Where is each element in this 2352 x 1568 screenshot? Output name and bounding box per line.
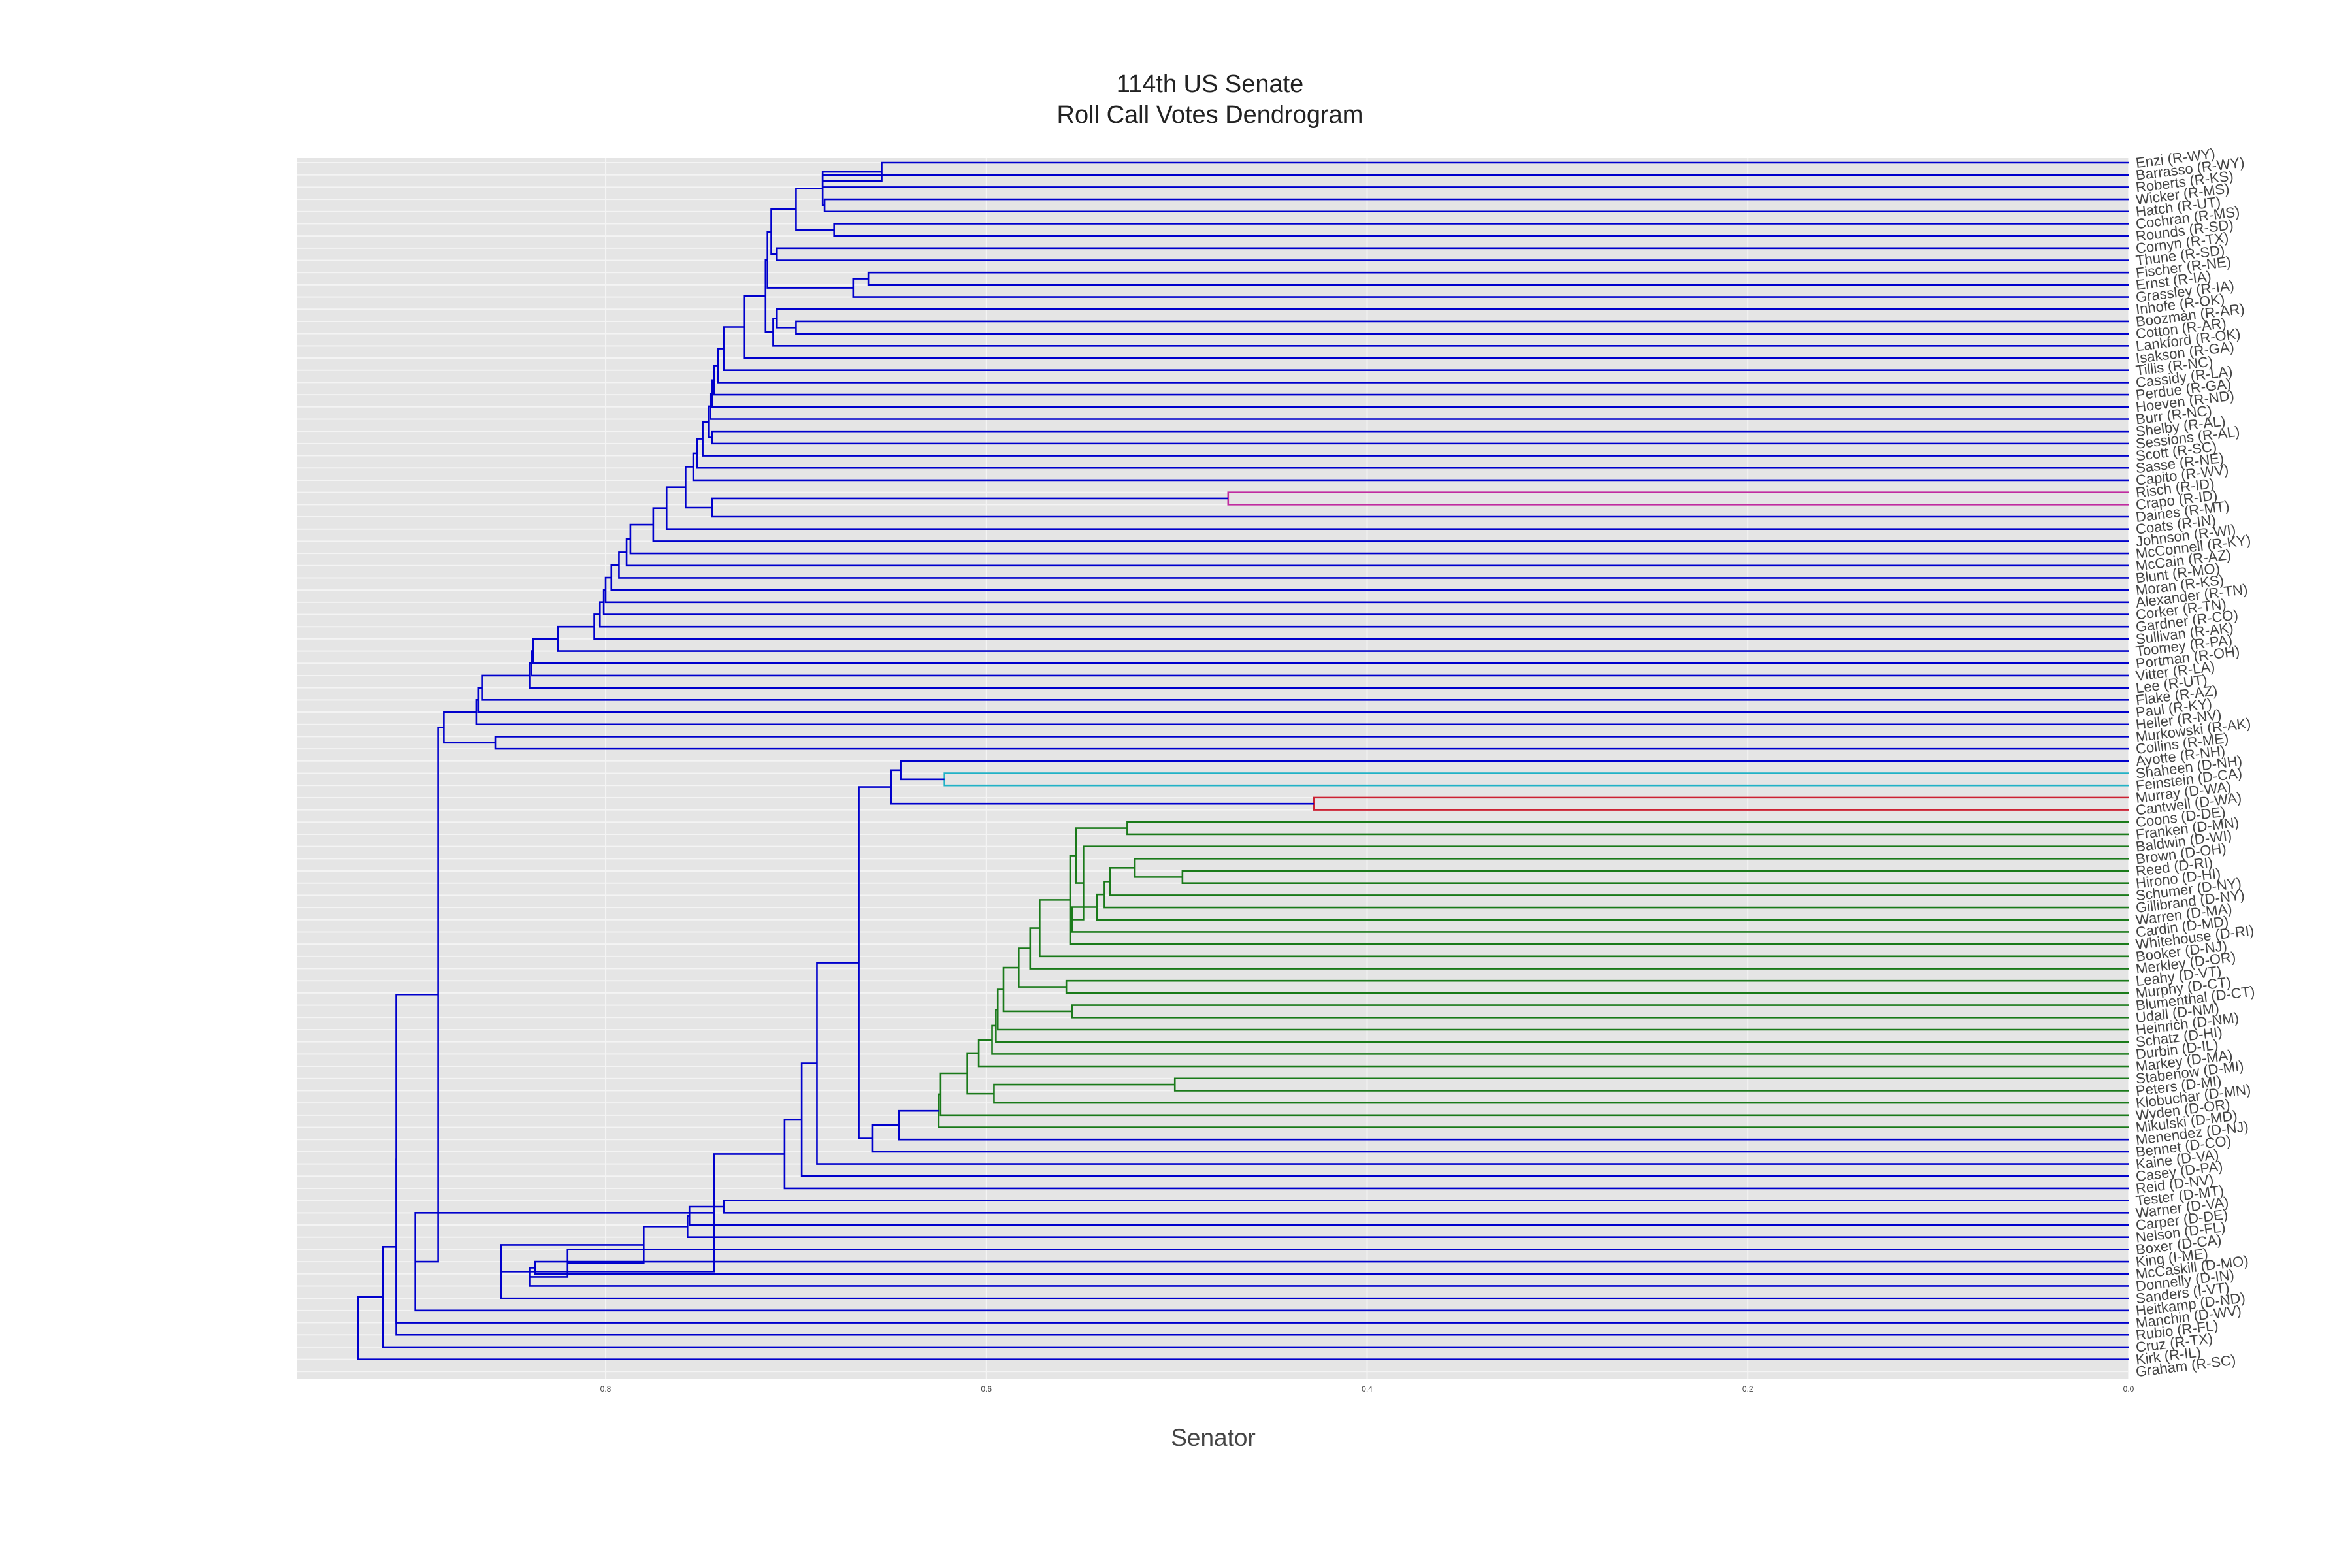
dendrogram-link (770, 208, 796, 255)
x-tick-label: 0.2 (1742, 1384, 1754, 1394)
dendrogram-link (898, 1109, 2129, 1141)
dendrogram-link (557, 625, 2129, 652)
dendrogram-link (477, 687, 2129, 713)
dendrogram-link (1071, 906, 2129, 933)
dendrogram-link (764, 259, 774, 333)
dendrogram-link (1071, 845, 2129, 921)
dendrogram-link (996, 988, 2129, 1031)
dendrogram-link (531, 650, 2129, 677)
dendrogram-link (858, 786, 892, 1139)
dendrogram-link (357, 1296, 2129, 1360)
dendrogram-link (939, 1072, 2129, 1117)
x-axis-ticks: 0.8 0.6 0.4 0.2 0.0 (600, 1384, 2134, 1394)
dendrogram-link (1109, 867, 2129, 896)
dendrogram-link (776, 247, 2129, 261)
dendrogram-link (652, 507, 2129, 542)
dendrogram-link (816, 962, 2129, 1165)
dendrogram-link (688, 1205, 2129, 1226)
dendrogram-link (618, 551, 2129, 579)
x-tick-label: 0.6 (981, 1384, 992, 1394)
dendrogram-link (1103, 881, 2129, 909)
dendrogram-link (395, 1158, 2129, 1336)
dendrogram-link (443, 711, 496, 744)
x-tick-label: 0.4 (1362, 1384, 1373, 1394)
dendrogram-link (625, 538, 2129, 567)
dendrogram-link (709, 393, 2129, 420)
dendrogram-link (966, 1052, 994, 1095)
dendrogram-link (593, 613, 2129, 640)
dendrogram-link (867, 271, 2129, 286)
dendrogram-link (776, 308, 2129, 329)
dendrogram-link (821, 171, 882, 206)
x-tick-label: 0.0 (2123, 1384, 2134, 1394)
dendrogram-link (795, 320, 2129, 335)
dendrogram-links (357, 161, 2129, 1360)
dendrogram-link (943, 772, 2129, 787)
dendrogram-link (1313, 796, 2129, 811)
chart-title-line-1: 114th US Senate (1117, 71, 1304, 98)
plot-panel (297, 158, 2129, 1379)
dendrogram-link (1227, 491, 2129, 506)
dendrogram-link (900, 760, 2129, 781)
dendrogram-link (1134, 858, 2129, 878)
dendrogram-link (1173, 1077, 2129, 1092)
x-tick-label: 0.8 (600, 1384, 612, 1394)
dendrogram-link (766, 231, 853, 289)
dendrogram-link (995, 1008, 2129, 1043)
dendrogram-link (604, 576, 2129, 604)
dendrogram-link (991, 1024, 2129, 1055)
dendrogram-link (833, 223, 2129, 237)
dendrogram-link (395, 993, 2129, 1324)
dendrogram-link (685, 466, 713, 509)
chart-title-line-2: Roll Call Votes Dendrogram (1057, 101, 1364, 129)
x-axis-label: Senator (1171, 1424, 1256, 1451)
dendrogram-link (500, 1244, 2129, 1299)
dendrogram-link (800, 1062, 2129, 1177)
dendrogram-link (475, 699, 2129, 726)
dendrogram-link (852, 278, 2129, 298)
dendrogram-link (598, 601, 2129, 628)
dendrogram-link (529, 1249, 2129, 1278)
dendrogram-link (795, 188, 834, 231)
